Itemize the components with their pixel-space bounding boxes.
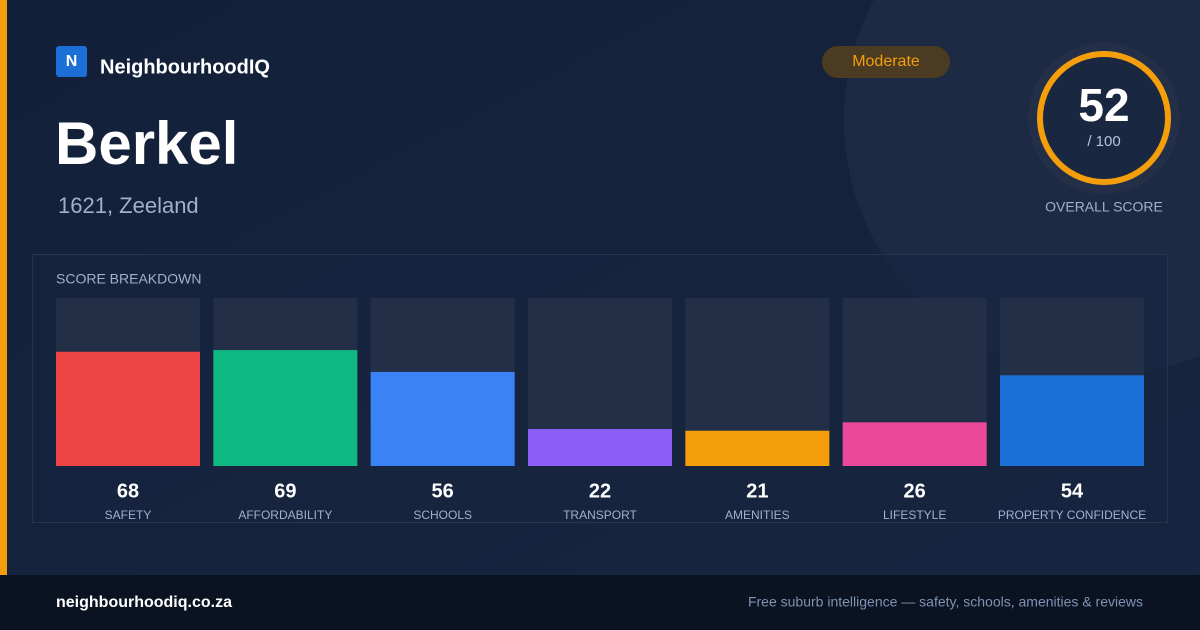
value-label: 26 [904, 480, 926, 502]
overall-score: 52 [1078, 79, 1129, 131]
category-label: SCHOOLS [413, 508, 472, 522]
category-label: AMENITIES [725, 508, 790, 522]
value-label: 69 [274, 480, 296, 502]
value-label: 54 [1061, 480, 1084, 502]
footer-url: neighbourhoodiq.co.za [56, 594, 232, 611]
category-label: TRANSPORT [563, 508, 637, 522]
value-label: 68 [117, 480, 139, 502]
badge-text: Moderate [852, 53, 920, 70]
bar-group: 68 SAFETY 69 AFFORDABILITY 56 SCHOOLS 22 TRANSP… [56, 298, 1146, 522]
bar [528, 429, 672, 466]
bar [370, 371, 515, 466]
chart-title: SCORE BREAKDOWN [56, 271, 201, 287]
overall-label: OVERALL SCORE [1045, 199, 1163, 215]
bar [842, 422, 987, 466]
overall-max: / 100 [1087, 133, 1120, 150]
value-label: 56 [432, 480, 454, 502]
category-label: SAFETY [105, 508, 152, 522]
location: 1621, Zeeland [58, 193, 199, 218]
brand-name: NeighbourhoodIQ [100, 56, 270, 78]
footer [0, 575, 1200, 630]
value-label: 22 [589, 480, 611, 502]
logo-letter: N [66, 53, 78, 70]
accent-stripe [0, 0, 7, 575]
bar [56, 351, 200, 466]
badge [822, 46, 950, 78]
logo [56, 46, 87, 77]
score-ring [1037, 51, 1171, 185]
value-label: 21 [746, 480, 768, 502]
bar [685, 430, 830, 466]
category-label: AFFORDABILITY [238, 508, 332, 522]
footer-tagline: Free suburb intelligence — safety, schoo… [748, 594, 1143, 610]
bar [213, 350, 358, 466]
suburb-title: Berkel [55, 110, 238, 177]
category-label: PROPERTY CONFIDENCE [998, 508, 1146, 522]
bar [1000, 375, 1144, 466]
category-label: LIFESTYLE [883, 508, 946, 522]
